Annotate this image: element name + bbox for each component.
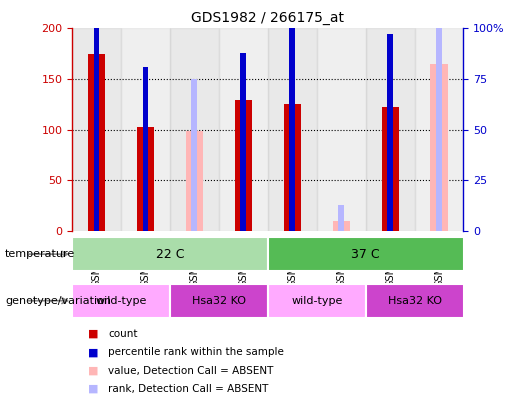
Text: wild-type: wild-type	[95, 296, 147, 306]
Bar	[338, 205, 344, 231]
Text: 37 C: 37 C	[351, 247, 380, 261]
Text: 22 C: 22 C	[156, 247, 184, 261]
Bar	[72, 28, 121, 231]
Text: ■: ■	[88, 366, 98, 375]
Bar	[143, 67, 148, 231]
Bar	[317, 28, 366, 231]
Bar	[186, 130, 203, 231]
Text: Hsa32 KO: Hsa32 KO	[192, 296, 246, 306]
Bar	[235, 100, 252, 231]
Bar	[192, 79, 197, 231]
Bar	[382, 107, 399, 231]
Bar	[415, 28, 464, 231]
Bar	[94, 26, 99, 231]
Text: value, Detection Call = ABSENT: value, Detection Call = ABSENT	[108, 366, 273, 375]
Bar	[241, 53, 246, 231]
Bar	[268, 28, 317, 231]
Text: count: count	[108, 329, 138, 339]
Bar	[268, 237, 464, 271]
Title: GDS1982 / 266175_at: GDS1982 / 266175_at	[191, 11, 345, 25]
Text: wild-type: wild-type	[291, 296, 342, 306]
Bar	[88, 54, 105, 231]
Bar	[121, 28, 170, 231]
Text: rank, Detection Call = ABSENT: rank, Detection Call = ABSENT	[108, 384, 268, 394]
Bar	[268, 284, 366, 318]
Bar	[366, 284, 464, 318]
Bar	[387, 34, 393, 231]
Bar	[137, 126, 154, 231]
Bar	[72, 237, 268, 271]
Bar	[431, 64, 448, 231]
Bar	[289, 28, 295, 231]
Text: genotype/variation: genotype/variation	[5, 296, 111, 306]
Text: temperature: temperature	[5, 249, 75, 259]
Text: percentile rank within the sample: percentile rank within the sample	[108, 347, 284, 357]
Bar	[170, 284, 268, 318]
Bar	[333, 221, 350, 231]
Bar	[436, 8, 442, 231]
Bar	[72, 284, 170, 318]
Bar	[170, 28, 219, 231]
Text: Hsa32 KO: Hsa32 KO	[388, 296, 441, 306]
Bar	[366, 28, 415, 231]
Bar	[284, 104, 301, 231]
Bar	[219, 28, 268, 231]
Text: ■: ■	[88, 384, 98, 394]
Text: ■: ■	[88, 329, 98, 339]
Text: ■: ■	[88, 347, 98, 357]
